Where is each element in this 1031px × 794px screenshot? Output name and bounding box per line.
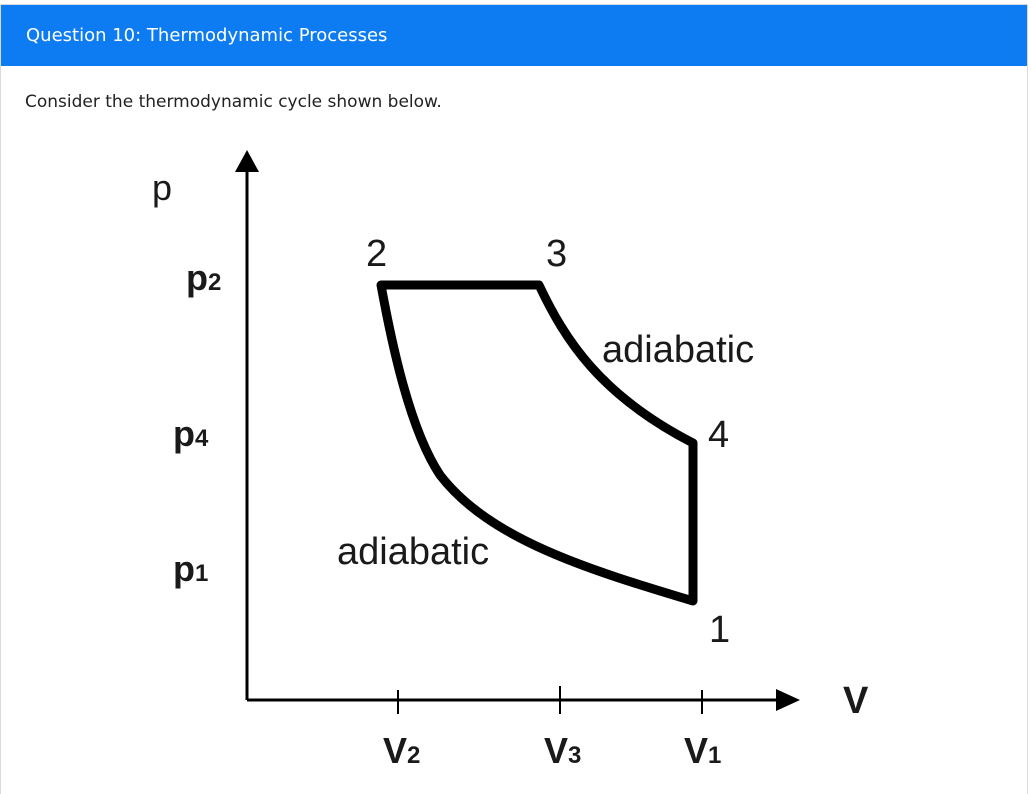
point-1-label: 1 [709, 609, 730, 651]
v3-label: V3 [544, 730, 581, 771]
v-axis-arrow [776, 689, 800, 711]
p1-label: p1 [173, 548, 208, 589]
question-prompt: Consider the thermodynamic cycle shown b… [25, 92, 442, 112]
p-axis-label: p [152, 167, 172, 208]
p4-label: p4 [173, 413, 209, 454]
point-2-label: 2 [366, 233, 387, 275]
adiabatic-label-lower: adiabatic [337, 531, 489, 573]
question-card: Question 10: Thermodynamic Processes [0, 4, 1028, 794]
point-4-label: 4 [708, 414, 729, 456]
v2-label: V2 [383, 730, 420, 771]
p2-label: p2 [186, 257, 221, 298]
v1-label: V1 [684, 730, 721, 771]
adiabatic-label-upper: adiabatic [602, 329, 754, 371]
point-3-label: 3 [546, 233, 567, 275]
v-axis-label: V [843, 680, 869, 722]
p-axis-arrow [235, 150, 259, 172]
question-title: Question 10: Thermodynamic Processes [1, 5, 1027, 66]
cycle-path [376, 280, 698, 606]
